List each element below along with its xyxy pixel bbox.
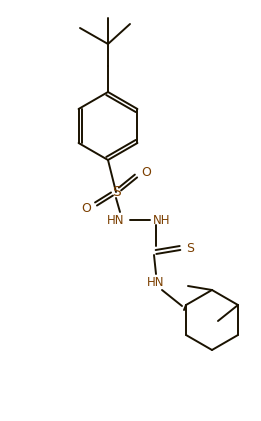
- Text: HN: HN: [107, 213, 125, 226]
- Text: O: O: [81, 202, 91, 215]
- Text: O: O: [141, 165, 151, 179]
- Text: S: S: [186, 242, 194, 255]
- Text: NH: NH: [153, 213, 171, 226]
- Text: HN: HN: [147, 275, 165, 288]
- Text: S: S: [112, 185, 120, 199]
